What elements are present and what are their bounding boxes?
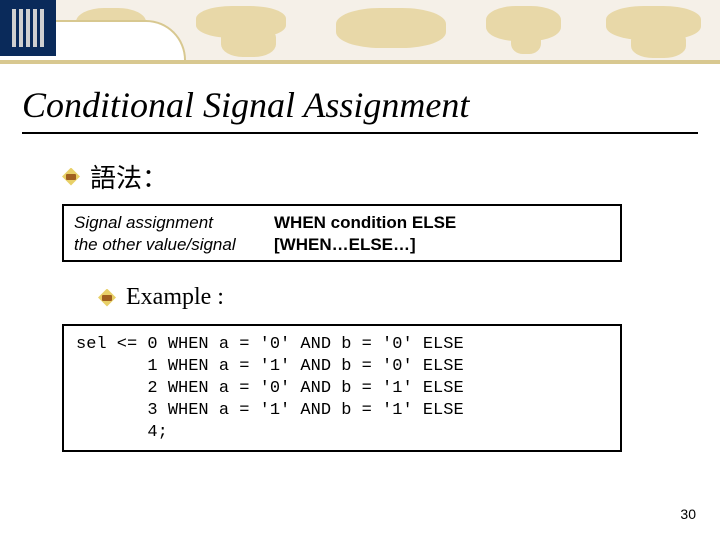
syntax-definition-box: Signal assignment WHEN condition ELSE th… <box>62 204 622 262</box>
logo-bars-icon <box>12 9 44 47</box>
slide-title: Conditional Signal Assignment <box>22 84 469 126</box>
bullet-syntax: 語法： <box>62 158 168 195</box>
bullet-example-label: Example : <box>126 284 224 311</box>
bullet-example: Example : <box>98 284 224 311</box>
bullet-icon <box>62 168 80 186</box>
bullet-syntax-label: 語法： <box>90 158 168 195</box>
syntax-right-1: WHEN condition ELSE <box>274 212 456 234</box>
code-example-box: sel <= 0 WHEN a = '0' AND b = '0' ELSE 1… <box>62 324 622 452</box>
syntax-left-2: the other value/signal <box>74 234 274 256</box>
bullet-icon <box>98 289 116 307</box>
page-number: 30 <box>680 506 696 522</box>
header-band <box>0 0 720 62</box>
logo <box>0 0 56 56</box>
syntax-right-2: [WHEN…ELSE…] <box>274 234 416 256</box>
title-underline <box>22 132 698 134</box>
header-underline <box>0 60 720 64</box>
syntax-left-1: Signal assignment <box>74 212 274 234</box>
swoosh-accent <box>56 20 186 60</box>
